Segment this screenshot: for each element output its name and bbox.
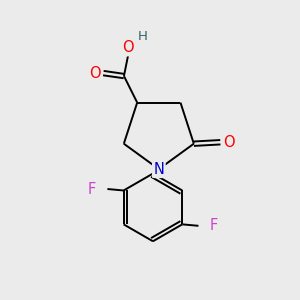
Text: N: N [153, 162, 164, 177]
Text: H: H [138, 30, 148, 43]
Text: F: F [88, 182, 96, 196]
Text: O: O [223, 135, 234, 150]
Text: F: F [210, 218, 218, 233]
Text: O: O [89, 66, 101, 81]
Text: O: O [123, 40, 134, 55]
